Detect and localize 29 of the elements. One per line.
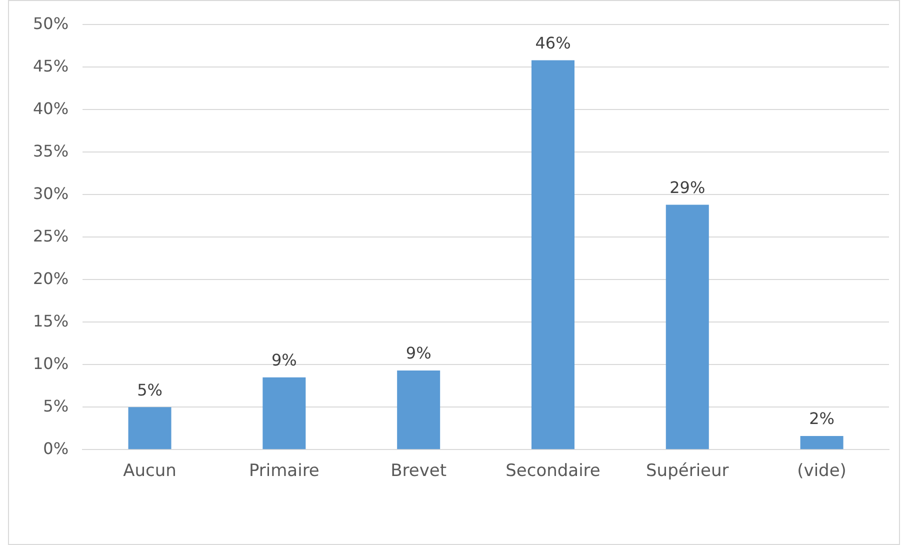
y-tick-label: 0% — [43, 438, 69, 458]
y-tick-label: 45% — [33, 56, 69, 76]
data-label: 9% — [406, 344, 432, 363]
y-tick-label: 25% — [33, 226, 69, 246]
bar — [262, 377, 306, 450]
y-tick-label: 20% — [33, 268, 69, 288]
y-tick-label: 15% — [33, 311, 69, 330]
bar — [397, 370, 440, 450]
data-label: 5% — [137, 380, 162, 400]
x-tick-label: Aucun — [123, 461, 176, 482]
y-tick-label: 40% — [33, 98, 69, 118]
data-label: 9% — [271, 350, 297, 370]
x-tick-label: Primaire — [248, 461, 320, 482]
bar — [800, 436, 844, 450]
bar — [128, 407, 172, 450]
x-tick-label: (vide) — [797, 461, 846, 482]
x-tick-label: Supérieur — [646, 461, 729, 482]
y-tick-label: 5% — [43, 396, 69, 416]
bar — [666, 204, 709, 450]
data-label: 2% — [809, 409, 834, 428]
data-label: 46% — [535, 33, 571, 52]
y-tick-label: 10% — [33, 354, 69, 373]
x-tick-label: Secondaire — [506, 461, 600, 482]
y-tick-label: 30% — [33, 184, 69, 203]
x-tick-label: Brevet — [390, 461, 447, 482]
y-tick-label: 35% — [33, 141, 69, 160]
bar — [531, 60, 574, 450]
y-tick-label: 50% — [33, 14, 69, 33]
data-label: 29% — [670, 178, 706, 197]
